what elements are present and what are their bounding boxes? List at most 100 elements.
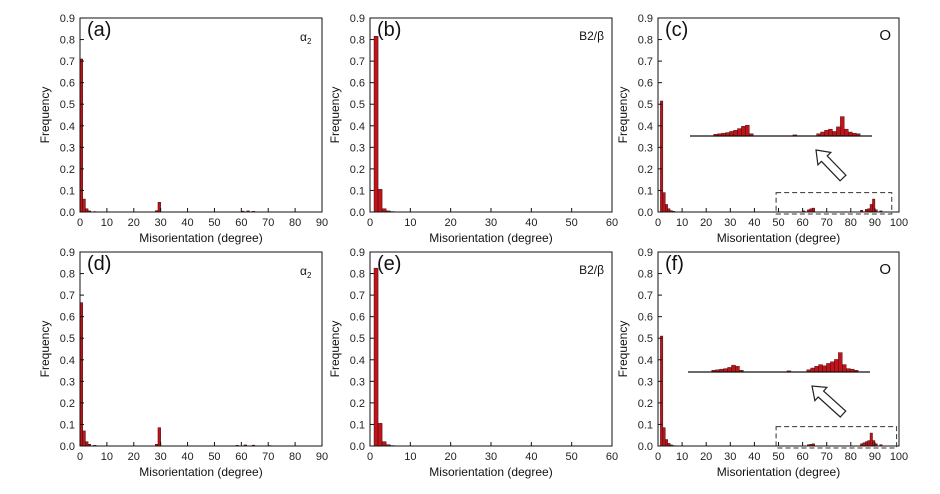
phase-label-a: α2 (300, 30, 312, 46)
y-tick-label-c-9: 0.9 (638, 13, 653, 25)
x-tick-label-d-4: 40 (181, 451, 193, 463)
panel-a: 0.0 0.1 0.2 0.3 0.4 0.5 0.6 0.7 0.8 0.9 0 10 20 30 40 5… (38, 13, 328, 245)
x-tick-label-f-7: 70 (821, 451, 833, 463)
x-tick-label-c-2: 20 (700, 217, 712, 229)
y-tick-label-c-6: 0.6 (638, 78, 653, 90)
y-tick-label-e-8: 0.8 (350, 269, 365, 281)
bar-c-9 (811, 207, 815, 213)
y-tick-label-f-6: 0.6 (638, 312, 653, 324)
x-tick-label-f-5: 50 (772, 451, 784, 463)
inset-bar-c-8 (745, 124, 750, 137)
bar-e-1 (377, 423, 383, 447)
y-tick-label-b-5: 0.5 (350, 99, 365, 111)
y-tick-label-d-1: 0.1 (60, 419, 75, 431)
y-tick-label-d-9: 0.9 (60, 247, 75, 259)
panel-d: 0.0 0.1 0.2 0.3 0.4 0.5 0.6 0.7 0.8 0.9 0 10 20 30 40 5… (38, 247, 328, 479)
plot-frame-d (79, 251, 323, 447)
inset-bar-c-6 (737, 128, 742, 137)
y-tick-label-d-6: 0.6 (60, 312, 75, 324)
x-axis-title-b: Misorientation (degree) (429, 231, 552, 245)
y-tick-label-c-3: 0.3 (638, 142, 653, 154)
zoom-box-f (775, 426, 898, 449)
y-tick-label-b-2: 0.2 (350, 164, 365, 176)
x-tick-label-c-5: 50 (772, 217, 784, 229)
x-tick-label-a-0: 0 (77, 217, 83, 229)
x-tick-label-a-4: 40 (181, 217, 193, 229)
bar-c-0 (660, 100, 664, 213)
x-tick-label-a-7: 70 (262, 217, 274, 229)
x-tick-label-e-6: 60 (606, 451, 618, 463)
y-tick-label-f-5: 0.5 (638, 333, 653, 345)
phase-label-sub-a: 2 (307, 37, 312, 46)
inset-bar-c-15 (832, 131, 837, 137)
x-tick-label-b-0: 0 (367, 217, 373, 229)
y-tick-label-e-7: 0.7 (350, 290, 365, 302)
x-tick-label-f-4: 40 (748, 451, 760, 463)
y-tick-label-d-7: 0.7 (60, 290, 75, 302)
inset-bar-c-14 (828, 128, 833, 137)
inset-bar-f-4 (727, 367, 732, 373)
x-axis-title-c: Misorientation (degree) (717, 231, 840, 245)
x-tick-label-f-3: 30 (724, 451, 736, 463)
inset-bar-f-14 (826, 363, 831, 373)
x-tick-label-a-1: 10 (101, 217, 113, 229)
bar-d-2 (85, 441, 89, 447)
y-axis-title-b: Frequency (328, 87, 342, 144)
x-axis-title-a: Misorientation (degree) (139, 231, 262, 245)
panel-letter-b: (b) (377, 19, 401, 41)
y-axis-title-d: Frequency (38, 321, 52, 378)
x-tick-label-d-7: 70 (262, 451, 274, 463)
panel-letter-a: (a) (87, 19, 111, 41)
y-tick-label-b-8: 0.8 (350, 35, 365, 47)
x-tick-label-b-5: 50 (566, 217, 578, 229)
x-tick-label-a-2: 20 (128, 217, 140, 229)
bar-f-1 (662, 427, 666, 447)
x-axis-title-d: Misorientation (degree) (139, 465, 262, 479)
y-tick-label-a-0: 0.0 (60, 207, 75, 219)
y-tick-label-e-0: 0.0 (350, 441, 365, 453)
x-tick-label-d-5: 50 (208, 451, 220, 463)
inset-bar-c-13 (824, 130, 829, 137)
x-tick-label-a-5: 50 (208, 217, 220, 229)
x-tick-label-b-1: 10 (404, 217, 416, 229)
panel-letter-c: (c) (665, 19, 688, 41)
x-tick-label-c-0: 0 (655, 217, 661, 229)
inset-bar-f-18 (842, 364, 847, 373)
y-tick-label-c-5: 0.5 (638, 99, 653, 111)
inset-bar-f-6 (735, 366, 740, 373)
x-tick-label-f-6: 60 (796, 451, 808, 463)
x-tick-label-c-9: 90 (869, 217, 881, 229)
y-tick-label-e-1: 0.1 (350, 419, 365, 431)
bar-f-11 (865, 441, 868, 447)
x-tick-label-d-9: 90 (316, 451, 328, 463)
phase-label-sub-d: 2 (307, 271, 312, 280)
phase-label-b: B2/β (579, 29, 604, 43)
bar-e-2 (381, 441, 387, 447)
y-tick-label-a-6: 0.6 (60, 78, 75, 90)
x-tick-label-d-8: 80 (289, 451, 301, 463)
inset-bar-c-16 (836, 126, 841, 137)
y-tick-label-b-1: 0.1 (350, 185, 365, 197)
plot-frame-f (657, 251, 900, 447)
bar-a-1 (82, 198, 86, 213)
y-tick-label-a-8: 0.8 (60, 35, 75, 47)
y-tick-label-d-4: 0.4 (60, 355, 75, 367)
inset-bar-f-5 (731, 364, 736, 373)
bar-f-13 (869, 432, 873, 447)
inset-bar-c-17 (840, 116, 845, 137)
zoom-arrow-f (811, 385, 847, 418)
y-axis-title-e: Frequency (328, 321, 342, 378)
y-tick-label-b-4: 0.4 (350, 121, 365, 133)
y-tick-label-f-1: 0.1 (638, 419, 653, 431)
x-tick-label-b-4: 40 (525, 217, 537, 229)
x-tick-label-e-1: 10 (404, 451, 416, 463)
bar-f-12 (867, 440, 871, 447)
inset-bar-c-7 (741, 126, 746, 137)
y-tick-label-b-9: 0.9 (350, 13, 365, 25)
panel-letter-d: (d) (87, 253, 111, 275)
inset-bar-c-5 (733, 130, 738, 137)
y-tick-label-a-7: 0.7 (60, 56, 75, 68)
y-tick-label-e-4: 0.4 (350, 355, 365, 367)
x-tick-label-c-7: 70 (821, 217, 833, 229)
